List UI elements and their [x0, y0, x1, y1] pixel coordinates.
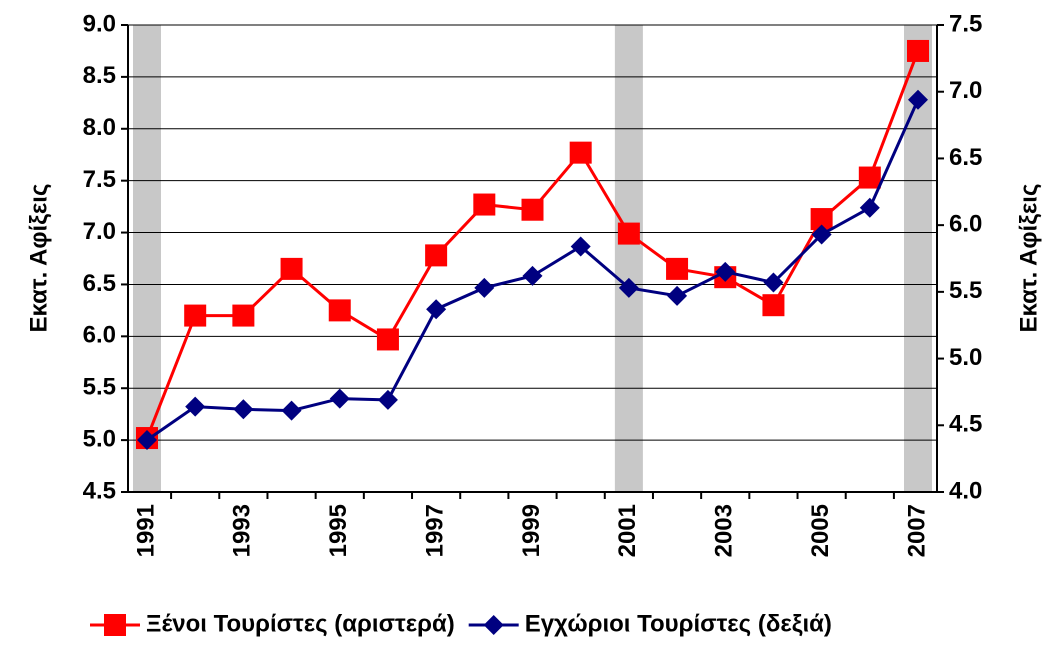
marker — [858, 166, 881, 189]
marker — [376, 328, 399, 351]
marker — [666, 257, 689, 280]
marker — [328, 299, 351, 322]
marker — [425, 244, 448, 267]
marker — [763, 272, 784, 293]
y-tick-label: 8.0 — [83, 114, 116, 141]
marker — [473, 193, 496, 216]
x-tick-label: 1993 — [229, 504, 256, 557]
x-tick-label: 2007 — [903, 504, 930, 557]
marker — [522, 265, 543, 286]
marker — [281, 400, 302, 421]
marker — [908, 89, 928, 110]
legend-label: Εγχώριοι Τουρίστες (δεξιά) — [525, 610, 832, 637]
y-axis-title: Εκατ. Αφίξεις — [25, 184, 52, 333]
y-tick-label: 7.0 — [83, 218, 116, 245]
line — [145, 50, 920, 439]
x-tick-label: 2005 — [807, 504, 834, 557]
shaded-band — [614, 25, 643, 492]
y2-tick-label: 6.0 — [949, 210, 982, 237]
y2-tick-label: 7.0 — [949, 77, 982, 104]
marker — [859, 197, 880, 218]
x-tick-label: 2003 — [711, 504, 738, 557]
x-tick-label: 2001 — [614, 504, 641, 557]
legend-marker — [483, 615, 504, 635]
marker — [811, 224, 832, 245]
marker — [185, 396, 206, 417]
y-tick-label: 5.5 — [83, 374, 116, 401]
y2-tick-label: 5.0 — [949, 344, 982, 371]
marker — [810, 208, 833, 231]
legend-label: Ξένοι Τουρίστες (αριστερά) — [146, 610, 455, 637]
y2-tick-label: 5.5 — [949, 277, 982, 304]
marker — [184, 304, 207, 327]
y2-tick-label: 6.5 — [949, 144, 982, 171]
marker — [521, 198, 544, 221]
marker — [426, 299, 447, 320]
marker — [377, 389, 398, 410]
marker — [667, 285, 688, 306]
y-tick-label: 9.0 — [83, 10, 116, 37]
marker — [280, 257, 303, 280]
marker — [715, 261, 736, 282]
y2-axis-title: Εκατ. Αφίξεις — [1015, 184, 1042, 333]
marker — [762, 294, 785, 317]
y-tick-label: 8.5 — [83, 62, 116, 89]
marker — [232, 304, 255, 327]
marker — [474, 277, 495, 298]
y-tick-label: 5.0 — [83, 425, 116, 452]
marker — [137, 429, 157, 450]
y-tick-label: 7.5 — [83, 166, 116, 193]
x-tick-label: 1997 — [421, 504, 448, 557]
shaded-band — [133, 25, 161, 492]
y2-tick-label: 7.5 — [949, 10, 982, 37]
marker — [233, 399, 254, 420]
marker — [329, 388, 350, 409]
marker — [617, 222, 640, 245]
y2-tick-label: 4.5 — [949, 411, 982, 438]
marker — [907, 39, 929, 62]
y-tick-label: 6.5 — [83, 270, 116, 297]
marker — [570, 236, 591, 257]
legend-marker — [104, 614, 126, 636]
y-tick-label: 6.0 — [83, 322, 116, 349]
marker — [618, 277, 639, 298]
y-tick-label: 4.5 — [83, 477, 116, 504]
x-tick-label: 1999 — [518, 504, 545, 557]
x-tick-label: 1995 — [325, 504, 352, 557]
y2-tick-label: 4.0 — [949, 477, 982, 504]
marker — [569, 141, 592, 164]
x-tick-label: 1991 — [132, 504, 159, 557]
